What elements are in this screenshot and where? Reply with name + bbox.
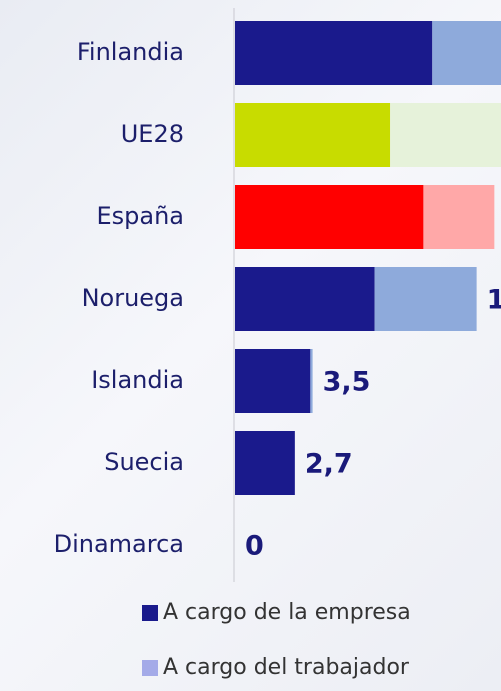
data-label: 3,5 (323, 367, 371, 398)
bar-segment (423, 185, 495, 249)
bar-segment (235, 267, 375, 331)
bar-segment (310, 349, 313, 413)
legend-label: A cargo del trabajador (163, 655, 410, 680)
data-label: 10,9 (487, 285, 501, 316)
category-label: UE28 (121, 120, 184, 148)
bar-segment (390, 103, 501, 167)
bar-segment (235, 185, 424, 249)
data-label: 2,7 (305, 449, 353, 480)
data-label: 0 (245, 531, 264, 562)
bar-segment (432, 21, 501, 85)
legend-label: A cargo de la empresa (163, 600, 411, 625)
category-label: Islandia (91, 366, 184, 394)
bar-segment (374, 267, 477, 331)
bar-segment (235, 21, 433, 85)
category-label: Dinamarca (54, 530, 184, 558)
legend-swatch (142, 660, 158, 676)
category-label: Finlandia (77, 38, 184, 66)
legend-swatch (142, 605, 158, 621)
bar-segment (235, 431, 295, 495)
category-label: Suecia (104, 448, 184, 476)
bar-segment (235, 103, 391, 167)
category-label: España (96, 202, 184, 230)
bar-segment (235, 349, 311, 413)
category-label: Noruega (82, 284, 184, 312)
